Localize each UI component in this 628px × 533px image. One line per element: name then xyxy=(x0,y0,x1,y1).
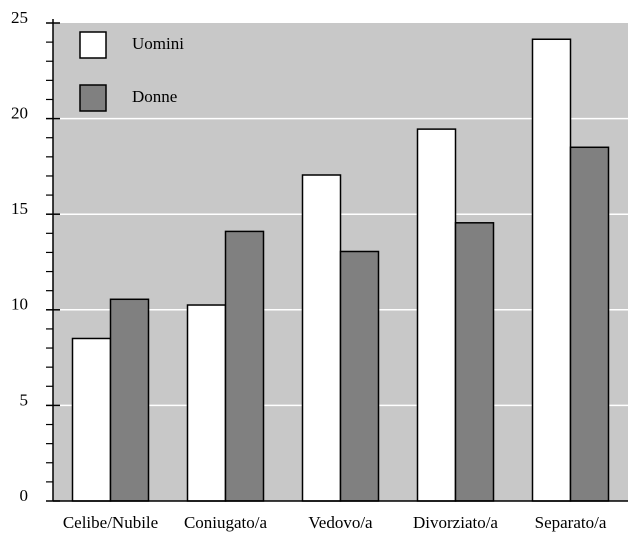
y-tick-label: 15 xyxy=(11,199,28,218)
x-tick-label: Vedovo/a xyxy=(308,513,373,532)
bar xyxy=(224,230,265,502)
x-tick-label: Coniugato/a xyxy=(184,513,268,532)
bar xyxy=(531,38,572,502)
legend-swatch xyxy=(79,31,107,59)
y-tick-label: 0 xyxy=(20,486,29,505)
y-tick-label: 20 xyxy=(11,104,28,123)
bar xyxy=(186,304,227,502)
y-tick-label: 25 xyxy=(11,8,28,27)
x-tick-label: Celibe/Nubile xyxy=(63,513,158,532)
bar xyxy=(339,250,380,502)
bar xyxy=(569,146,610,502)
x-tick-label: Divorziato/a xyxy=(413,513,498,532)
bar xyxy=(416,128,457,502)
legend-swatch xyxy=(79,84,107,112)
bar xyxy=(301,174,342,502)
x-tick-label: Separato/a xyxy=(535,513,607,532)
legend-label: Donne xyxy=(132,87,177,106)
legend-label: Uomini xyxy=(132,34,184,53)
bar xyxy=(71,337,112,502)
bar xyxy=(109,298,150,502)
y-tick-label: 5 xyxy=(20,390,29,409)
bar xyxy=(454,222,495,502)
y-tick-label: 10 xyxy=(11,295,28,314)
